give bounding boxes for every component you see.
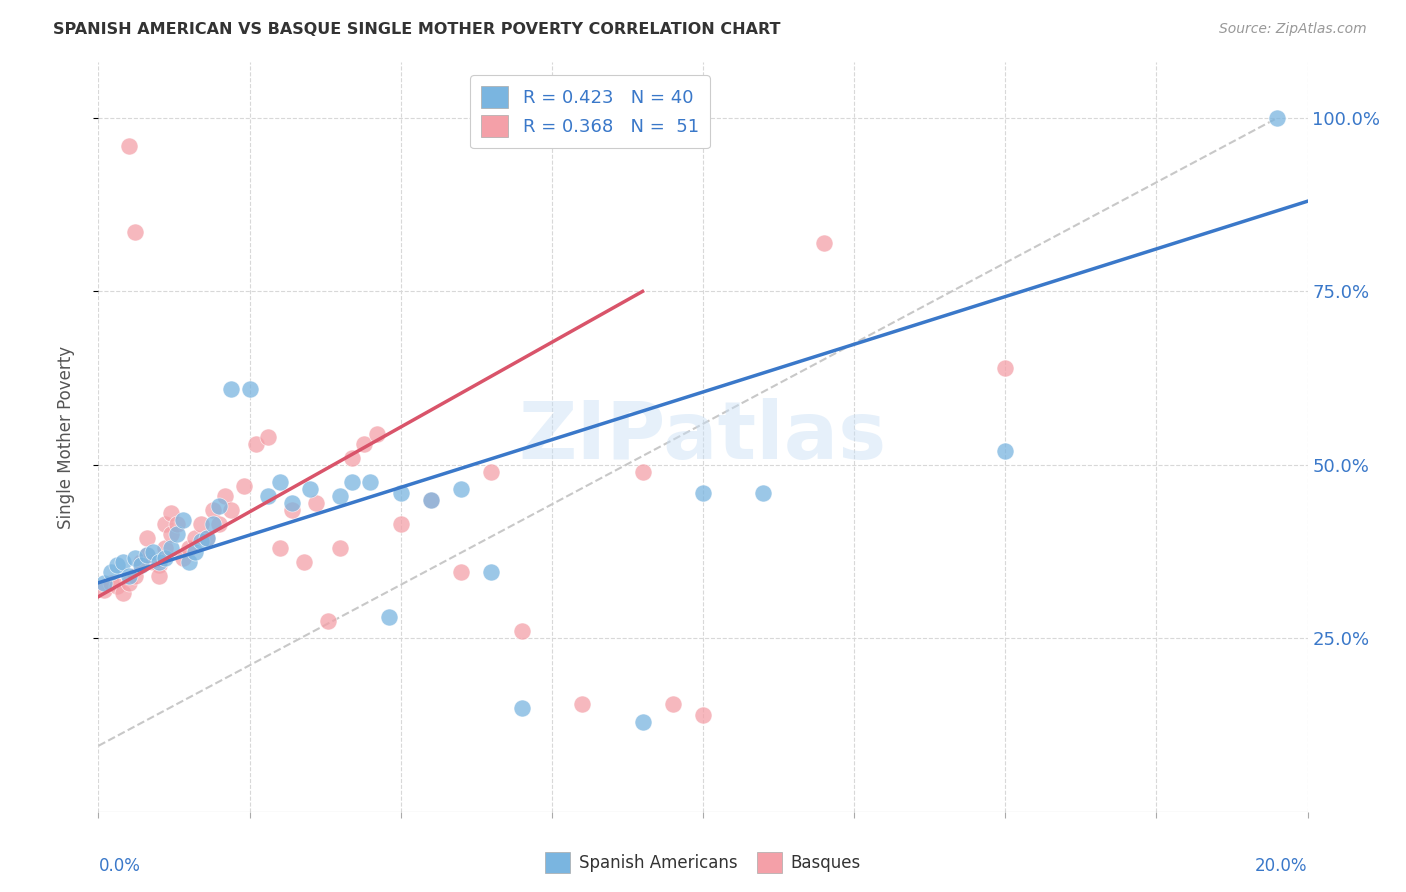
Point [166,516,188,531]
Point [420,492,443,507]
Point [93,575,115,590]
Point [305,496,328,510]
Point [281,503,304,517]
Point [353,437,375,451]
Point [299,482,322,496]
Point [100,575,122,590]
Point [631,714,654,729]
Point [239,382,262,396]
Point [148,569,170,583]
Point [172,551,194,566]
Point [1267,111,1289,125]
Point [389,516,412,531]
Point [190,534,212,549]
Point [256,430,278,444]
Point [160,541,183,555]
Point [135,548,157,562]
Point [994,444,1017,458]
Point [631,465,654,479]
Point [124,569,146,583]
Point [221,503,243,517]
Point [148,555,170,569]
Point [129,555,152,569]
Point [202,503,225,517]
Point [571,697,593,711]
Point [510,700,533,714]
Point [329,541,352,555]
Point [316,614,339,628]
Point [208,500,231,514]
Point [135,548,157,562]
Point [105,558,128,573]
Point [111,586,134,600]
Point [269,541,291,555]
Point [450,482,472,496]
Point [342,450,364,465]
Point [148,558,170,573]
Point [166,527,188,541]
Point [221,382,243,396]
Point [389,485,412,500]
Point [481,566,503,580]
Point [342,475,364,490]
Point [208,516,231,531]
Point [329,489,352,503]
Text: 20.0%: 20.0% [1256,856,1308,875]
Legend: Spanish Americans, Basques: Spanish Americans, Basques [538,846,868,880]
Point [692,485,714,500]
Point [153,551,176,566]
Point [100,566,122,580]
Text: SPANISH AMERICAN VS BASQUE SINGLE MOTHER POVERTY CORRELATION CHART: SPANISH AMERICAN VS BASQUE SINGLE MOTHER… [53,22,780,37]
Point [366,426,388,441]
Point [292,555,315,569]
Point [256,489,278,503]
Legend: R = 0.423   N = 40, R = 0.368   N =  51: R = 0.423 N = 40, R = 0.368 N = 51 [470,75,710,148]
Point [124,551,146,566]
Point [245,437,267,451]
Y-axis label: Single Mother Poverty: Single Mother Poverty [56,345,75,529]
Point [129,558,152,573]
Point [190,516,212,531]
Point [510,624,533,639]
Point [752,485,775,500]
Point [214,489,236,503]
Point [481,465,503,479]
Point [195,531,218,545]
Point [195,531,218,545]
Point [160,527,183,541]
Point [420,492,443,507]
Point [202,516,225,531]
Point [118,138,141,153]
Point [118,569,141,583]
Point [692,707,714,722]
Point [142,555,165,569]
Text: ZIPatlas: ZIPatlas [519,398,887,476]
Text: Source: ZipAtlas.com: Source: ZipAtlas.com [1219,22,1367,37]
Point [105,579,128,593]
Point [281,496,304,510]
Point [142,544,165,558]
Point [232,478,254,492]
Point [179,541,201,555]
Point [450,566,472,580]
Point [377,610,399,624]
Point [135,531,157,545]
Text: 0.0%: 0.0% [98,856,141,875]
Point [172,513,194,527]
Point [269,475,291,490]
Point [153,516,176,531]
Point [118,575,141,590]
Point [93,582,115,597]
Point [111,555,134,569]
Point [184,544,207,558]
Point [153,541,176,555]
Point [360,475,382,490]
Point [813,235,835,250]
Point [124,226,146,240]
Point [661,697,683,711]
Point [179,555,201,569]
Point [160,507,183,521]
Point [994,360,1017,375]
Point [184,531,207,545]
